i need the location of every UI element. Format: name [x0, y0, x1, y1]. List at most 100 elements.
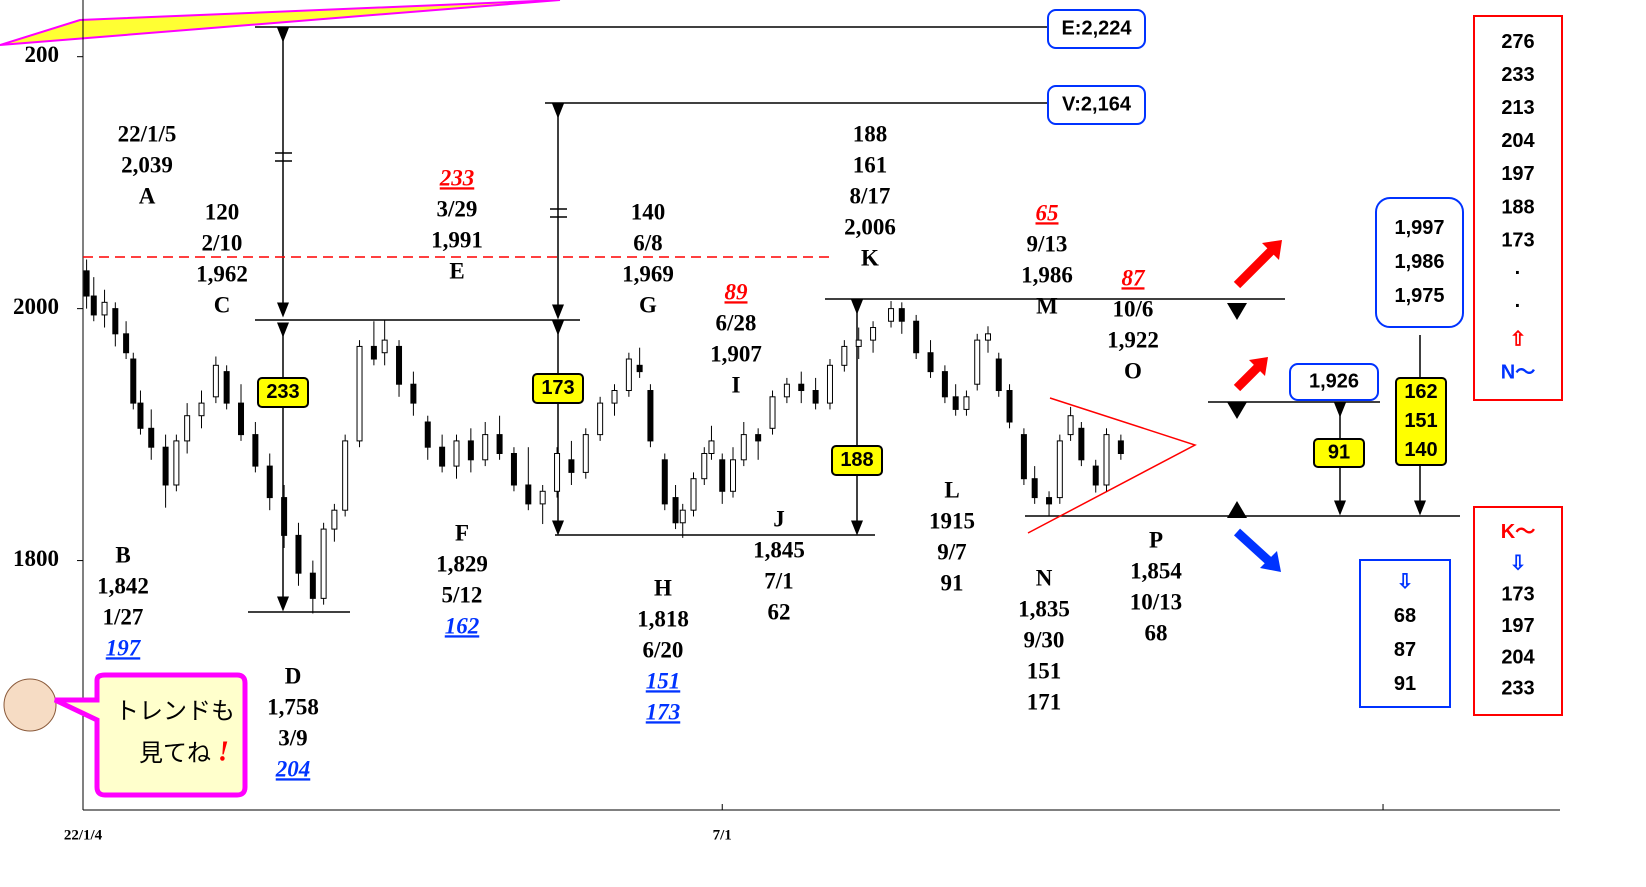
candle-body — [731, 460, 736, 491]
bubble-mark: ! — [218, 736, 229, 767]
annotation: 1,969 — [622, 261, 674, 286]
annotation: 151 — [1027, 658, 1062, 683]
candle-body — [583, 435, 588, 473]
candle-body — [1118, 441, 1123, 454]
candle-body — [741, 435, 746, 460]
candle-body — [213, 365, 218, 396]
annotation: 1,842 — [97, 573, 149, 598]
decor-arrow — [0, 0, 560, 45]
candle-body — [1047, 498, 1052, 504]
candle-body — [483, 435, 488, 460]
candle-body — [138, 403, 143, 428]
annotation: 2,006 — [844, 214, 896, 239]
annotation: 3/9 — [278, 725, 307, 750]
annotation: 1,962 — [196, 261, 248, 286]
candle-body — [1032, 479, 1037, 498]
candle-body — [1068, 416, 1073, 435]
box-label: · — [1515, 262, 1522, 284]
annotation: A — [139, 183, 156, 208]
candle-body — [1007, 391, 1012, 422]
box-label: 1,926 — [1309, 370, 1359, 392]
annotation: 6/20 — [643, 637, 684, 662]
candle-body — [612, 391, 617, 404]
candle-body — [856, 340, 861, 346]
candle-body — [224, 372, 229, 403]
candle-body — [540, 491, 545, 504]
candle-body — [163, 447, 168, 485]
candle-body — [953, 397, 958, 410]
box-label: 140 — [1404, 439, 1437, 461]
box-label: K〜 — [1501, 521, 1535, 543]
candle-body — [756, 435, 761, 441]
annotation: 7/1 — [764, 568, 793, 593]
candle-body — [411, 384, 416, 403]
candle-body — [343, 441, 348, 510]
candle-body — [468, 441, 473, 460]
box-label: ⇩ — [1510, 552, 1527, 574]
annotation: 6/8 — [633, 230, 662, 255]
annotation: 8/17 — [850, 183, 891, 208]
candle-body — [598, 403, 603, 434]
candle-body — [928, 353, 933, 372]
annotation: 1,854 — [1130, 558, 1182, 583]
annotation: 1,991 — [431, 227, 483, 252]
candle-body — [673, 498, 678, 523]
box-label: 213 — [1501, 97, 1534, 119]
box-label: 162 — [1404, 381, 1437, 403]
box-label: 197 — [1501, 615, 1534, 637]
candle-body — [702, 453, 707, 478]
annotation: 1,758 — [267, 694, 319, 719]
annotation: D — [285, 663, 302, 688]
annotation: P — [1149, 527, 1163, 552]
annotation: J — [773, 506, 785, 531]
candle-body — [526, 485, 531, 504]
bubble-text: トレンドも — [115, 697, 235, 725]
annotation: 151 — [646, 668, 681, 693]
candle-body — [511, 453, 516, 484]
candle-body — [799, 384, 804, 390]
candle-body — [454, 441, 459, 466]
box-label: 173 — [1501, 229, 1534, 251]
box-label: 1,997 — [1394, 217, 1444, 239]
candle-body — [720, 460, 725, 491]
annotation: 6/28 — [716, 310, 757, 335]
box-label: 91 — [1394, 673, 1416, 695]
triangle-pattern — [1028, 398, 1195, 533]
box-label: N〜 — [1501, 362, 1535, 384]
candle-body — [709, 441, 714, 454]
box-label: 276 — [1501, 31, 1534, 53]
character-icon — [4, 679, 56, 731]
candle-body — [149, 428, 154, 447]
candle-body — [1021, 435, 1026, 479]
annotation: I — [732, 372, 741, 397]
box-label: 1,986 — [1394, 251, 1444, 273]
candle-body — [899, 309, 904, 322]
candle-body — [569, 460, 574, 473]
page: 2002000180022/1/47/122/1/52,039A1202/101… — [0, 0, 1646, 887]
annotation: 233 — [439, 165, 475, 190]
candle-body — [680, 510, 685, 523]
chart: 2002000180022/1/47/122/1/52,039A1202/101… — [0, 0, 1646, 887]
annotation: K — [861, 245, 879, 270]
candle-body — [113, 309, 118, 334]
box-label: 173 — [541, 377, 574, 399]
candle-body — [1079, 428, 1084, 459]
annotation: 162 — [445, 613, 480, 638]
candle-body — [691, 479, 696, 510]
annotation: O — [1124, 358, 1142, 383]
annotation: G — [639, 292, 657, 317]
annotation: 9/7 — [937, 539, 966, 564]
candle-body — [662, 460, 667, 504]
candle-body — [1093, 466, 1098, 485]
annotation: 10/6 — [1113, 296, 1154, 321]
candle-body — [239, 403, 244, 434]
candle-body — [310, 573, 315, 598]
annotation: N — [1036, 565, 1053, 590]
annotation: 1,907 — [710, 341, 762, 366]
candle-body — [199, 403, 204, 416]
candle-body — [102, 302, 107, 315]
candle-body — [626, 359, 631, 390]
candle-body — [1104, 435, 1109, 485]
candle-body — [296, 535, 301, 573]
candle-body — [770, 397, 775, 428]
